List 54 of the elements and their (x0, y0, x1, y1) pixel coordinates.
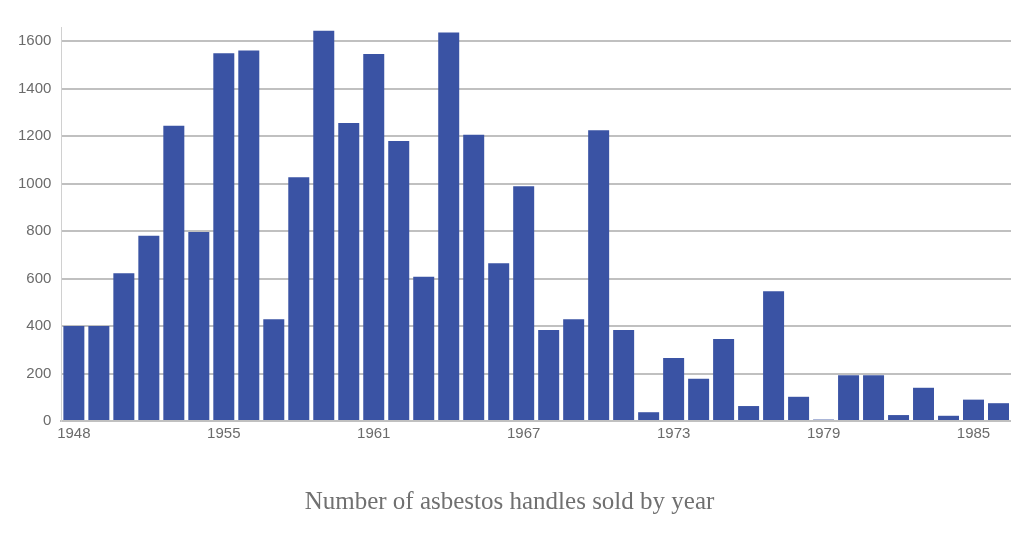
y-tick-label: 800 (26, 221, 52, 239)
bar (763, 291, 785, 420)
text: Number of asbestos handles sold by year (304, 486, 715, 514)
bar (213, 53, 235, 420)
y-tick-label: 1000 (17, 173, 52, 191)
bar (488, 263, 510, 420)
bar (713, 339, 735, 420)
bar (263, 319, 285, 420)
bar (538, 330, 560, 420)
bar (938, 415, 960, 420)
x-tick-label: 1973 (656, 424, 691, 442)
bar (913, 387, 935, 420)
y-tick-label: 400 (26, 316, 52, 334)
x-tick-label: 1948 (57, 424, 91, 442)
bar (738, 406, 760, 420)
bar (563, 319, 585, 420)
bar (138, 235, 160, 420)
bar (463, 134, 485, 420)
bar (238, 50, 260, 420)
bar (638, 412, 660, 420)
x-tick-label: 1961 (357, 424, 391, 442)
bar (838, 375, 860, 420)
x-tick-label: 1979 (806, 424, 841, 442)
bar (663, 358, 685, 420)
bar (988, 403, 1009, 420)
bar (513, 186, 535, 420)
bar (688, 378, 710, 420)
bar (438, 32, 460, 420)
bar (88, 326, 110, 420)
x-tick-label: 1985 (956, 424, 991, 442)
bar (863, 375, 885, 420)
bar (363, 54, 385, 420)
bar (888, 415, 910, 420)
bar (388, 140, 410, 420)
bar (313, 30, 335, 420)
bar (963, 399, 985, 420)
x-tick-label: 1967 (507, 424, 541, 442)
y-tick-label: 1200 (17, 126, 52, 144)
bar (188, 232, 210, 420)
bar (588, 130, 610, 420)
bar (788, 396, 810, 420)
x-tick-label: 1955 (207, 424, 241, 442)
y-tick-label: 1400 (17, 78, 52, 96)
y-tick-label: 1600 (17, 31, 52, 49)
bar (413, 276, 435, 420)
y-tick-label: 0 (43, 411, 52, 429)
bar (338, 122, 360, 420)
bar (163, 125, 185, 420)
bar (113, 273, 135, 420)
y-tick-label: 200 (26, 363, 52, 381)
bar (288, 177, 310, 420)
bar (613, 330, 635, 420)
bar (63, 326, 85, 420)
y-tick-label: 600 (26, 268, 52, 286)
